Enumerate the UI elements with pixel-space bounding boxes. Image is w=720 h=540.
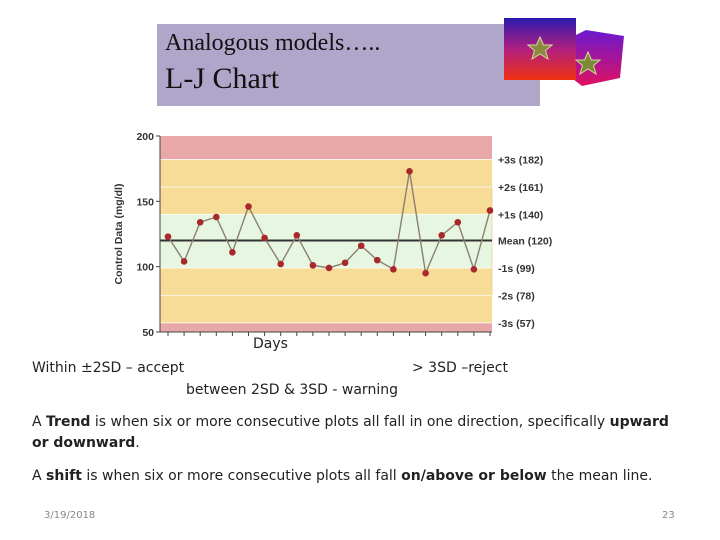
accept-text: Within ±2SD – accept [32, 360, 185, 376]
shift-position: on/above or below [401, 468, 547, 484]
days-label: Days [253, 336, 288, 352]
data-point [422, 269, 429, 277]
shift-text-1: A [32, 468, 47, 484]
footer-page-number: 23 [662, 510, 675, 521]
control-limit-label: -2s (78) [498, 290, 535, 302]
control-limit-label: +1s (140) [498, 209, 543, 221]
shift-paragraph: A shift is when six or more consecutive … [32, 466, 692, 487]
data-point [196, 218, 204, 226]
y-tick-label: 200 [136, 131, 154, 143]
slide-title-line2: L-J Chart [165, 62, 280, 95]
y-tick-label: 50 [142, 327, 154, 339]
warning-text: between 2SD & 3SD - warning [186, 382, 398, 398]
y-tick-label: 100 [136, 262, 154, 274]
data-point [293, 232, 301, 239]
lj-chart: +3s (182) +2s (161) +1s (140) Mean (120) -1s… [113, 131, 552, 339]
control-limit-label: +2s (161) [498, 182, 543, 194]
shift-text-2: is when six or more consecutive plots al… [81, 468, 402, 484]
control-limit-label: Mean (120) [498, 236, 552, 248]
data-point [486, 207, 494, 214]
data-point [454, 218, 462, 226]
data-point [390, 265, 397, 273]
zone-below-3sd [160, 322, 492, 332]
y-tick-label: 150 [136, 196, 154, 208]
data-point [261, 234, 268, 242]
trend-keyword: Trend [46, 414, 91, 430]
data-point [277, 260, 284, 268]
trend-paragraph: A Trend is when six or more consecutive … [32, 412, 672, 454]
trend-text-3: . [135, 435, 140, 451]
data-point [341, 259, 349, 267]
data-point [309, 262, 317, 269]
data-point [374, 256, 381, 264]
data-point [438, 232, 446, 239]
title-box: Analogous models….. L-J Chart [157, 24, 540, 106]
trend-text-1: A [32, 414, 47, 430]
y-axis-label: Control Data (mg/dl) [113, 184, 125, 285]
data-point [229, 248, 236, 256]
control-limit-label: -1s (99) [498, 263, 535, 275]
data-point [406, 167, 413, 175]
data-point [164, 233, 172, 240]
data-point [470, 265, 478, 273]
star-decoration-icon [504, 18, 624, 86]
data-point [245, 203, 252, 210]
control-limit-label: -3s (57) [498, 318, 535, 330]
trend-direction: upward or downward [32, 414, 669, 451]
star-icon [574, 50, 602, 76]
data-point [180, 258, 188, 265]
shift-keyword: shift [46, 468, 82, 484]
shift-text-3: the mean line. [546, 468, 653, 484]
data-point [357, 242, 365, 250]
data-point [213, 213, 220, 221]
footer-date: 3/19/2018 [44, 510, 96, 521]
reject-text: > 3SD –reject [412, 360, 508, 376]
star-icon [526, 35, 554, 61]
data-point [325, 264, 333, 272]
zone-above-3sd [160, 136, 492, 160]
slide-title-line1: Analogous models….. [165, 30, 381, 56]
control-limit-label: +3s (182) [498, 155, 543, 167]
trend-text-2: is when six or more consecutive plots al… [90, 414, 610, 430]
